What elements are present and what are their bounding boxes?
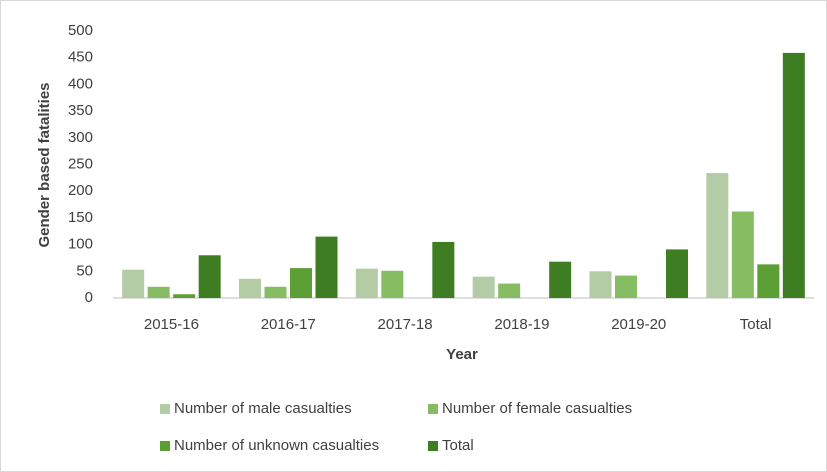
legend-label: Number of female casualties bbox=[442, 400, 632, 417]
bar bbox=[549, 261, 572, 298]
bar bbox=[315, 236, 338, 298]
y-tick-label: 200 bbox=[68, 182, 93, 199]
bar bbox=[355, 268, 378, 298]
legend-swatch bbox=[428, 441, 438, 451]
y-tick-label: 150 bbox=[68, 209, 93, 226]
bar bbox=[498, 283, 521, 298]
bar bbox=[782, 52, 805, 299]
y-tick-label: 50 bbox=[76, 262, 93, 279]
y-tick-label: 100 bbox=[68, 236, 93, 253]
bar bbox=[198, 255, 221, 298]
bar bbox=[615, 275, 637, 298]
bar bbox=[122, 269, 145, 298]
y-tick-label: 250 bbox=[68, 155, 93, 172]
bar bbox=[432, 241, 455, 298]
x-tick-label: 2017-18 bbox=[378, 316, 433, 333]
y-tick-label: 300 bbox=[68, 129, 93, 146]
y-tick-label: 500 bbox=[68, 22, 93, 39]
legend-swatch bbox=[160, 441, 170, 451]
bar bbox=[239, 278, 261, 298]
x-tick-label: 2016-17 bbox=[261, 316, 316, 333]
x-tick-label: 2015-16 bbox=[144, 316, 199, 333]
bar bbox=[147, 286, 170, 298]
legend-label: Number of male casualties bbox=[174, 400, 352, 417]
legend-swatch bbox=[160, 404, 170, 414]
bar bbox=[173, 294, 196, 298]
legend-swatch bbox=[428, 404, 438, 414]
y-tick-label: 350 bbox=[68, 102, 93, 119]
bar bbox=[731, 211, 754, 298]
bar bbox=[381, 270, 404, 298]
y-tick-label: 400 bbox=[68, 75, 93, 92]
y-tick-label: 450 bbox=[68, 49, 93, 66]
bar bbox=[706, 173, 729, 298]
y-axis-label: Gender based fatalities bbox=[36, 82, 53, 247]
x-tick-label: Total bbox=[740, 316, 772, 333]
x-axis-label: Year bbox=[446, 346, 478, 363]
bar bbox=[472, 276, 495, 298]
bar bbox=[290, 268, 312, 298]
bar bbox=[589, 271, 612, 298]
x-tick-label: 2018-19 bbox=[494, 316, 549, 333]
bar bbox=[757, 264, 780, 298]
bar bbox=[666, 249, 688, 298]
x-tick-label: 2019-20 bbox=[611, 316, 666, 333]
y-tick-label: 0 bbox=[85, 289, 93, 306]
legend-label: Number of unknown casualties bbox=[174, 437, 379, 454]
legend-label: Total bbox=[442, 437, 474, 454]
bar bbox=[264, 286, 287, 298]
